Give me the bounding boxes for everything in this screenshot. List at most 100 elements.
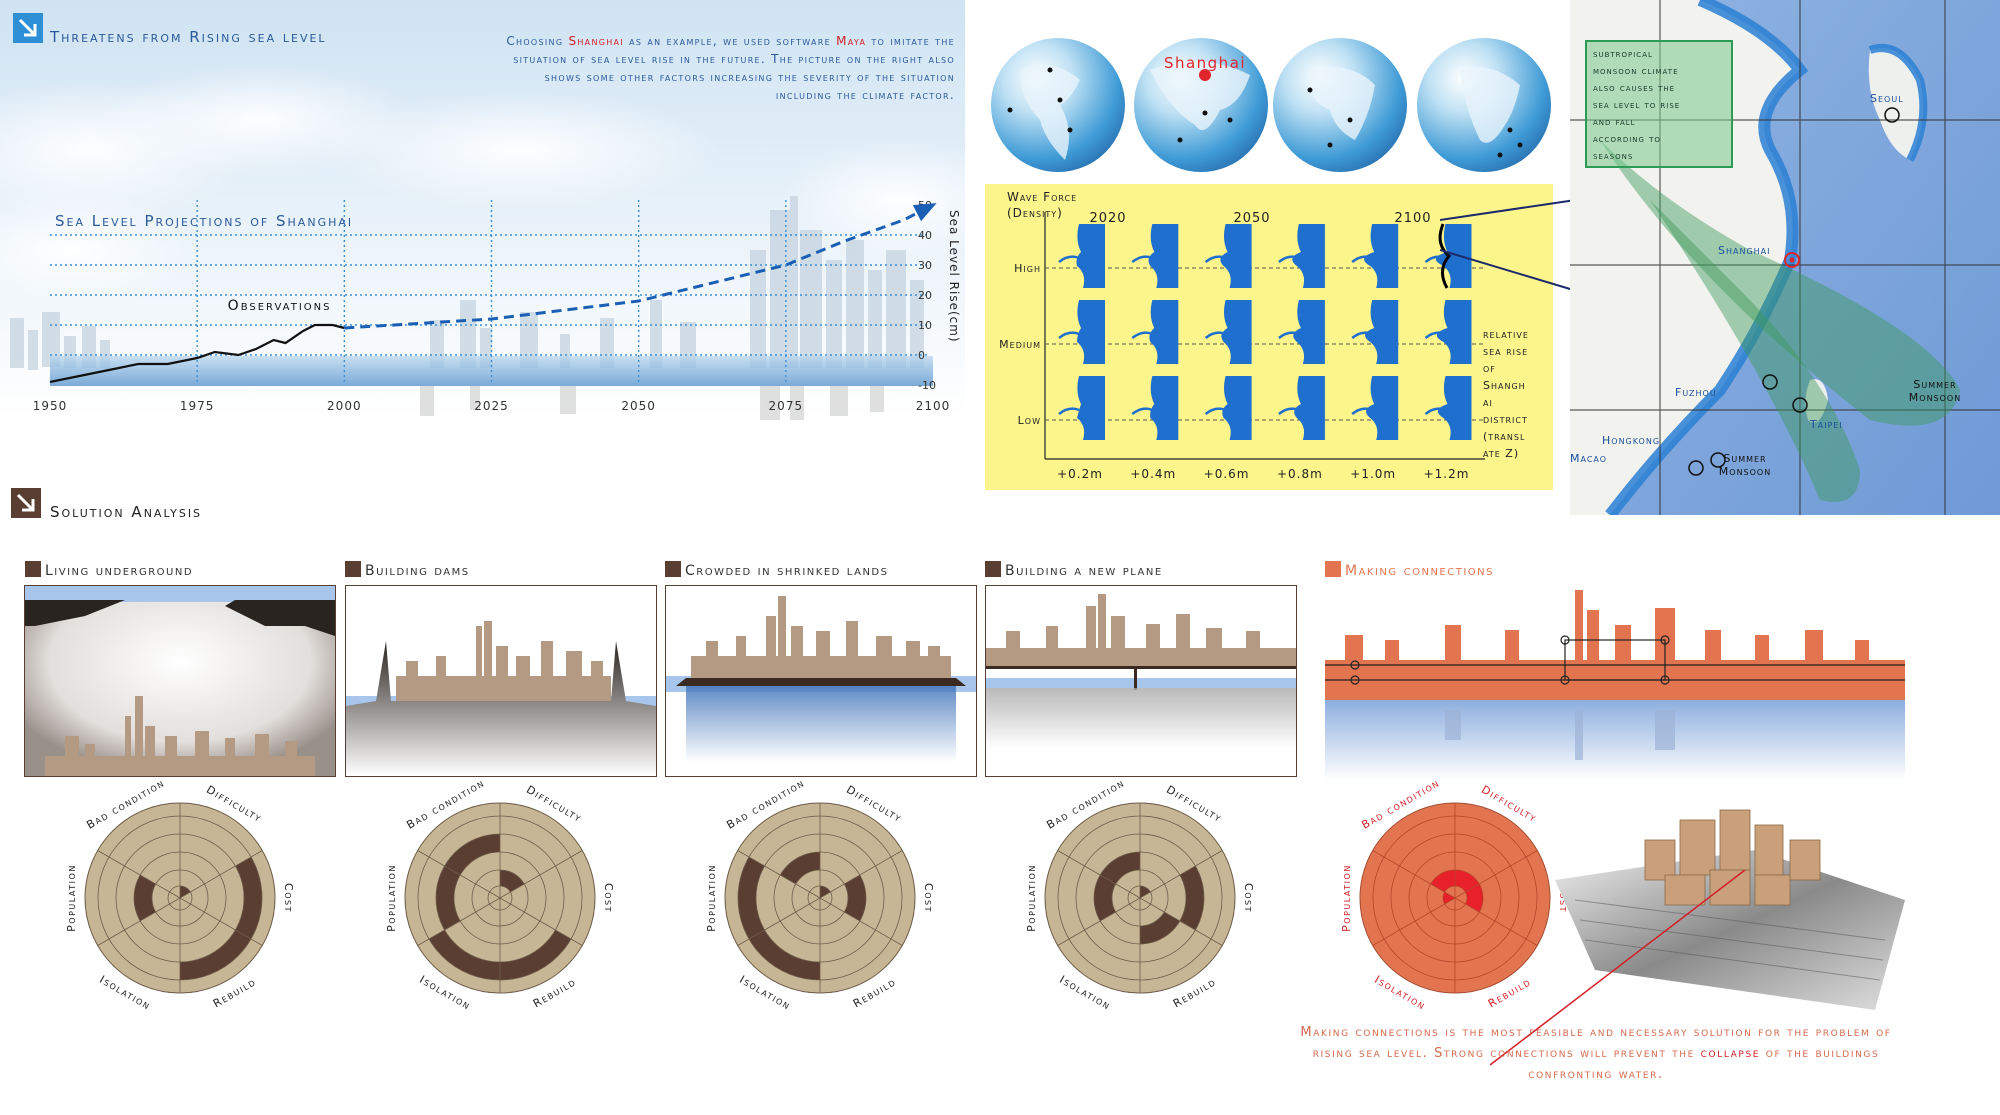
river-shape: [1424, 407, 1446, 415]
panel-new-plane: [985, 585, 1297, 777]
note-line: and fall: [1593, 117, 1636, 128]
river-shape: [1351, 255, 1373, 263]
panel-underground: [24, 585, 336, 777]
coast-tile: [1278, 376, 1325, 440]
radar-spoke: [1454, 897, 1538, 946]
section-title-threats: Threatens from Rising sea level: [50, 28, 327, 46]
river-shape: [1131, 331, 1153, 339]
coast-shape: [1435, 224, 1472, 288]
globe-africa: [1273, 38, 1407, 172]
square-bullet-icon: [985, 561, 1001, 577]
radar-spoke: [1372, 850, 1456, 899]
x-tick-label: 2025: [474, 399, 509, 413]
note-line: subtropical: [1593, 49, 1653, 60]
radar-spoke: [179, 850, 263, 899]
x-label: +0.4m: [1130, 467, 1176, 481]
body-text: to imitate the situation of sea level ri…: [513, 34, 955, 102]
coast-tile: [1278, 300, 1325, 364]
coast-shape: [1148, 224, 1179, 288]
highlight-text: collapse: [1700, 1046, 1761, 1061]
coast-tile: [1204, 224, 1252, 288]
radar-spoke: [1372, 897, 1456, 946]
side-note-line: district: [1483, 413, 1528, 426]
body-text: as an example, we used software: [624, 34, 837, 48]
river-shape: [1204, 331, 1227, 339]
radar-band: [780, 852, 820, 884]
coast-shape: [1366, 376, 1399, 440]
coast-tile: [1351, 376, 1399, 440]
radar-label: Cost: [282, 883, 295, 913]
side-note-line: (transl: [1483, 430, 1526, 443]
x-tick-label: 2075: [769, 399, 804, 413]
wave-side-note: relative sea rise of Shangh ai district (trans…: [1483, 326, 1549, 462]
radar-band: [1455, 870, 1480, 892]
coast-shape: [1076, 224, 1105, 288]
wave-title-2: (Density): [1007, 206, 1063, 220]
label-shanghai: Shanghai: [1718, 244, 1771, 257]
river-shape: [1351, 407, 1373, 415]
radar-spoke: [499, 897, 583, 946]
arrow-down-right-icon: [11, 488, 41, 518]
radar-spoke: [737, 897, 821, 946]
coast-tile: [1131, 376, 1179, 440]
map-graphic: [1570, 0, 2000, 515]
radar-band: [1443, 892, 1455, 904]
river-shape: [1058, 331, 1080, 339]
radar-band: [500, 870, 525, 892]
coast-tile: [1351, 300, 1399, 364]
solution-title-underground: Living underground: [25, 561, 193, 579]
solution-title-new-plane: Building a new plane: [985, 561, 1163, 579]
globes-row: Shanghai: [991, 38, 1551, 172]
side-note-line: ai: [1483, 396, 1493, 409]
panel-connections: [1325, 580, 1905, 780]
side-note-line: of: [1483, 362, 1496, 375]
coast-shape: [1150, 376, 1179, 440]
body-text: Choosing: [506, 34, 569, 48]
radar-spoke: [417, 850, 501, 899]
x-label: +0.2m: [1057, 467, 1103, 481]
row-label: High: [1014, 262, 1041, 275]
radar-spoke: [1057, 897, 1141, 946]
coast-tile: [1204, 376, 1252, 440]
radar-band: [738, 857, 765, 939]
radar-charts: DifficultyCostRebuildIsolationPopulation…: [65, 780, 1570, 1013]
chart-title: Sea Level Projections of Shanghai: [55, 212, 353, 230]
radar-label: Population: [705, 864, 718, 932]
label-seoul: Seoul: [1870, 92, 1904, 105]
x-tick-label: 2050: [621, 399, 656, 413]
radar-band: [748, 930, 820, 980]
coast-shape: [1293, 300, 1325, 364]
coast-tile: [1424, 224, 1472, 288]
coast-tile: [1424, 376, 1472, 440]
river-shape: [1131, 407, 1153, 415]
radar-label: Cost: [602, 883, 615, 913]
coast-shape: [1221, 300, 1252, 364]
observation-line: [49, 323, 345, 384]
label-taipei: Taipei: [1810, 418, 1843, 431]
y-tick-label: 20: [918, 289, 932, 302]
coast-tile: [1058, 224, 1105, 288]
connection-3d-model: [1555, 809, 1905, 1010]
coast-tile: [1204, 300, 1252, 364]
radar-chart-2: DifficultyCostRebuildIsolationPopulation…: [385, 780, 615, 1013]
radar-label: Cost: [922, 883, 935, 913]
radar-spoke: [97, 850, 181, 899]
body-text: Making connections is the most feasible …: [1300, 1025, 1892, 1061]
river-shape: [1351, 331, 1373, 339]
coast-tile: [1058, 300, 1105, 364]
highlight-coast: [1438, 223, 1452, 289]
year-label: 2050: [1233, 211, 1270, 226]
river-shape: [1278, 407, 1300, 415]
conclusion-text: Making connections is the most feasible …: [1300, 1022, 1892, 1085]
row-label: Low: [1018, 414, 1041, 427]
shanghai-marker: [1199, 69, 1211, 81]
radar-band: [235, 857, 262, 939]
intro-text: Choosing Shanghai as an example, we used…: [505, 32, 955, 104]
river-shape: [1424, 255, 1446, 263]
callout-line: [1490, 870, 1746, 1066]
radar-label: Population: [1340, 864, 1353, 932]
coast-shape: [1364, 224, 1399, 288]
river-shape: [1131, 255, 1153, 263]
radar-chart-1: DifficultyCostRebuildIsolationPopulation…: [65, 780, 295, 1013]
note-line: sea level to rise: [1593, 100, 1681, 111]
